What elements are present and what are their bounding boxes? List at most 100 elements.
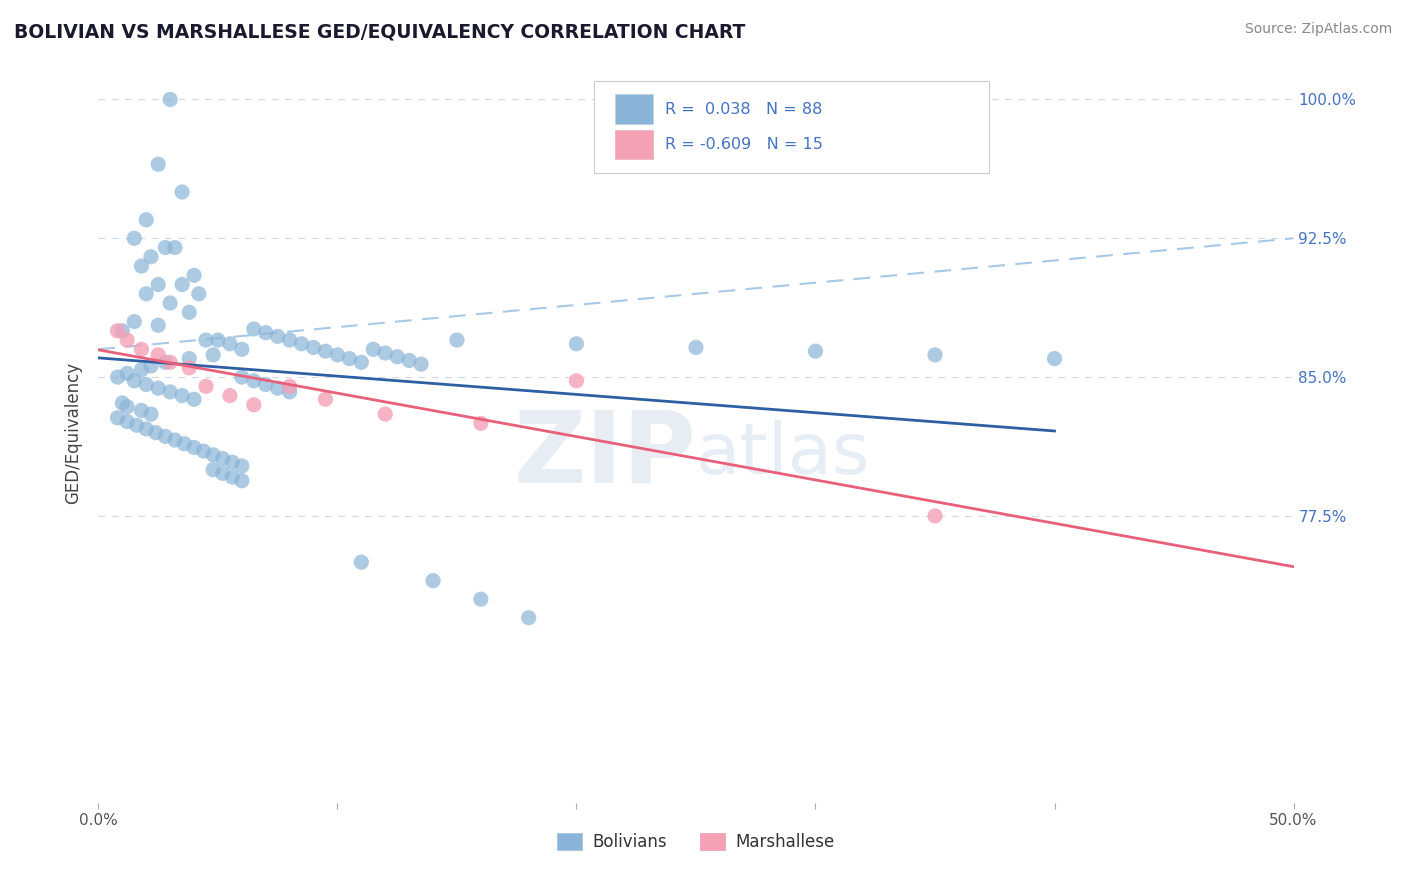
Point [422, 574, 444, 588]
Y-axis label: GED/Equivalency: GED/Equivalency [65, 361, 83, 504]
FancyBboxPatch shape [595, 81, 988, 173]
Point [131, 259, 153, 273]
Point [179, 360, 201, 375]
Point [159, 92, 181, 106]
Point [183, 441, 205, 455]
Point [148, 277, 170, 292]
Point [315, 392, 337, 407]
Point [374, 346, 396, 360]
Point [135, 377, 157, 392]
Point [131, 343, 153, 357]
Text: Source: ZipAtlas.com: Source: ZipAtlas.com [1244, 22, 1392, 37]
Point [107, 324, 129, 338]
Point [517, 611, 540, 625]
Point [207, 333, 229, 347]
Point [183, 392, 205, 407]
Point [148, 348, 170, 362]
Point [350, 555, 373, 569]
Point [131, 403, 153, 417]
Point [565, 336, 588, 351]
Point [124, 374, 146, 388]
Point [326, 348, 349, 362]
Point [107, 410, 129, 425]
Point [111, 396, 134, 410]
Point [139, 359, 162, 373]
Point [231, 370, 253, 384]
Point [195, 379, 218, 393]
Point [243, 398, 266, 412]
Point [155, 355, 177, 369]
Point [115, 415, 138, 429]
Point [267, 381, 290, 395]
Point [195, 333, 218, 347]
Point [155, 429, 177, 443]
Bar [614, 130, 652, 160]
Point [221, 455, 243, 469]
Point [211, 451, 233, 466]
Point [211, 467, 233, 481]
Point [193, 444, 215, 458]
Point [243, 374, 266, 388]
Point [159, 384, 181, 399]
Point [125, 418, 148, 433]
Point [115, 400, 138, 414]
Point [924, 348, 946, 362]
Point [179, 305, 201, 319]
Point [219, 336, 242, 351]
Point [135, 422, 157, 436]
Point [219, 388, 242, 402]
Point [221, 470, 243, 484]
Point [172, 185, 194, 199]
Text: R = -0.609   N = 15: R = -0.609 N = 15 [665, 137, 823, 153]
Point [202, 348, 225, 362]
Point [924, 508, 946, 523]
Point [231, 474, 253, 488]
Text: ZIP: ZIP [513, 407, 696, 503]
Point [172, 277, 194, 292]
Point [115, 333, 138, 347]
Point [135, 212, 157, 227]
Point [139, 407, 162, 421]
Point [202, 462, 225, 476]
Point [139, 250, 162, 264]
Text: BOLIVIAN VS MARSHALLESE GED/EQUIVALENCY CORRELATION CHART: BOLIVIAN VS MARSHALLESE GED/EQUIVALENCY … [14, 22, 745, 41]
Point [254, 326, 277, 340]
Point [363, 343, 385, 357]
Point [470, 417, 492, 431]
Point [446, 333, 468, 347]
Point [115, 367, 138, 381]
Point [163, 433, 186, 447]
Point [339, 351, 361, 366]
Point [254, 377, 277, 392]
Point [385, 350, 409, 364]
Point [565, 374, 588, 388]
Point [155, 240, 177, 254]
Point [187, 286, 209, 301]
Point [159, 296, 181, 310]
Point [148, 381, 170, 395]
Point [470, 592, 492, 607]
Point [315, 344, 337, 359]
Point [1043, 351, 1066, 366]
Bar [614, 95, 652, 124]
Point [243, 322, 266, 336]
Point [111, 324, 134, 338]
Point [163, 240, 186, 254]
Point [804, 344, 827, 359]
Point [278, 384, 301, 399]
Point [398, 353, 420, 368]
Point [172, 388, 194, 402]
Point [124, 314, 146, 328]
Point [291, 336, 314, 351]
Point [183, 268, 205, 283]
Point [148, 318, 170, 333]
Point [148, 157, 170, 171]
Point [350, 355, 373, 369]
Legend: Bolivians, Marshallese: Bolivians, Marshallese [551, 826, 841, 857]
Point [107, 370, 129, 384]
Text: R =  0.038   N = 88: R = 0.038 N = 88 [665, 102, 823, 117]
Point [202, 448, 225, 462]
Point [131, 362, 153, 376]
Point [278, 379, 301, 393]
Point [278, 333, 301, 347]
